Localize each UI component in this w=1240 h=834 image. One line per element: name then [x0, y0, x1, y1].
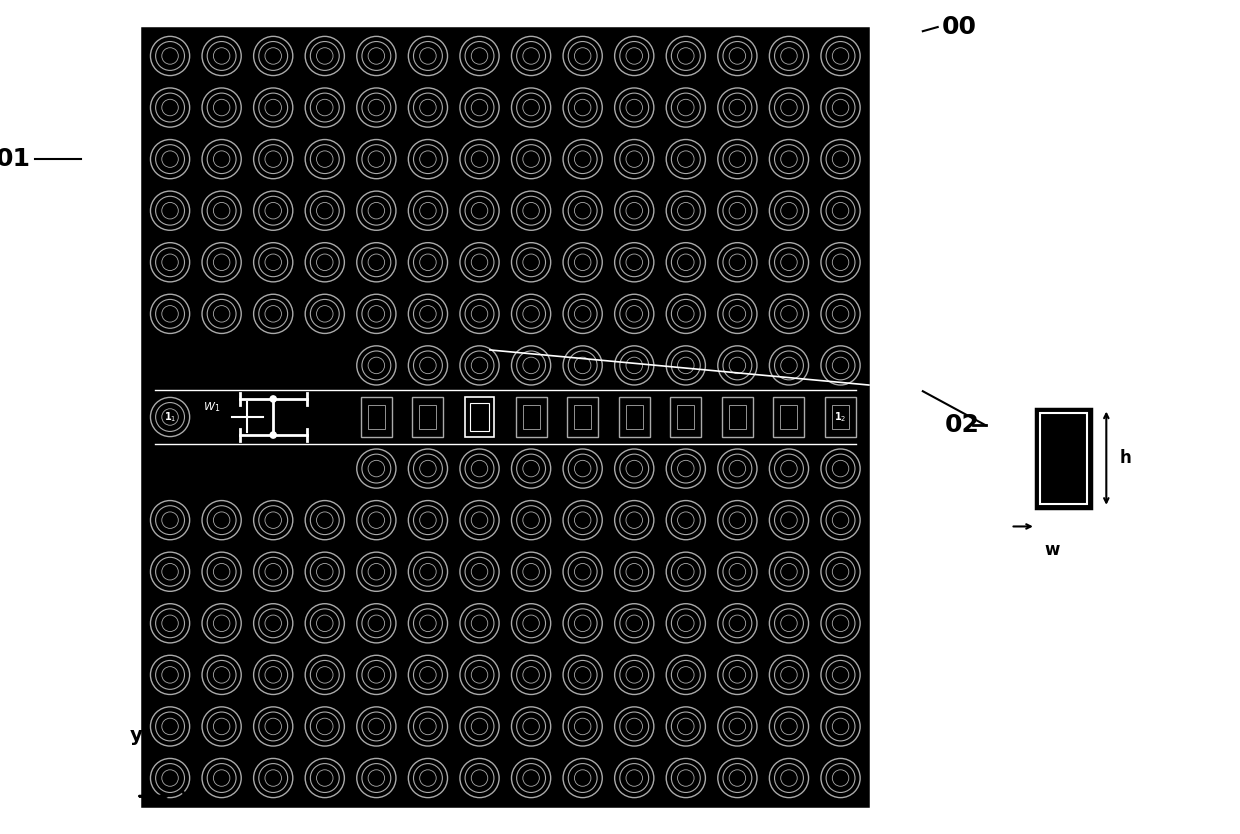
Text: 00: 00 [941, 15, 976, 39]
Bar [1040, 413, 1087, 504]
Circle shape [270, 396, 277, 402]
Text: $\mathbf{1}_1$: $\mathbf{1}_1$ [164, 410, 176, 424]
Bar [722, 397, 753, 437]
Text: y: y [130, 726, 143, 745]
Bar [567, 397, 598, 437]
Bar [470, 404, 489, 430]
Bar [522, 404, 539, 430]
Bar [832, 404, 849, 430]
Bar [361, 397, 392, 437]
Bar [626, 404, 642, 430]
Text: x: x [180, 786, 192, 806]
Bar [465, 398, 495, 437]
Text: w: w [1045, 541, 1060, 559]
Bar [671, 397, 702, 437]
Circle shape [270, 432, 277, 438]
Text: $\mathbf{1}_2$: $\mathbf{1}_2$ [835, 410, 847, 424]
Bar [413, 397, 444, 437]
Text: $W_1$: $W_1$ [202, 399, 219, 414]
Text: h: h [1120, 450, 1131, 467]
Bar [774, 397, 805, 437]
Bar [780, 404, 797, 430]
Bar [419, 404, 436, 430]
Bar [729, 404, 746, 430]
Bar [368, 404, 384, 430]
Bar [825, 397, 856, 437]
Text: 01: 01 [0, 147, 31, 171]
Bar [677, 404, 694, 430]
Bar [516, 397, 547, 437]
Bar [619, 397, 650, 437]
Text: 02: 02 [945, 414, 980, 437]
Bar [1035, 409, 1091, 508]
Bar [574, 404, 591, 430]
